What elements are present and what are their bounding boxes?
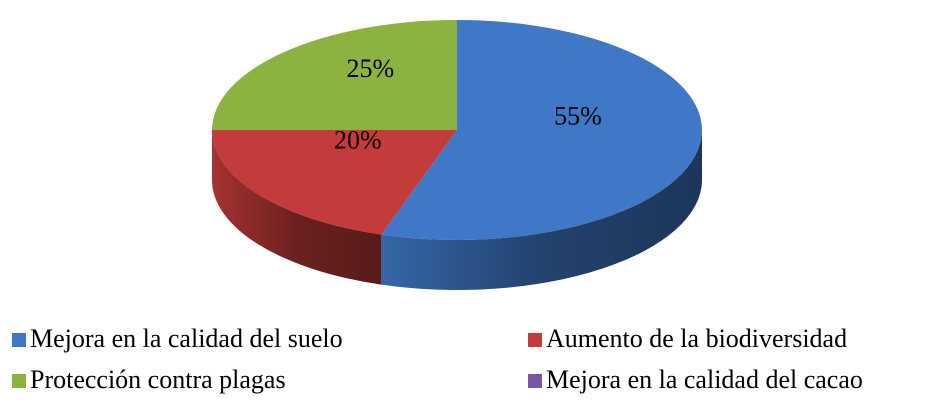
data-label: 25%: [347, 54, 395, 83]
legend-label: Mejora en la calidad del suelo: [30, 324, 343, 353]
slice-side-shade: [381, 130, 702, 290]
slice-side-shade: [212, 130, 382, 285]
legend-swatch: [528, 333, 542, 347]
data-label: 55%: [554, 102, 602, 131]
slice: [212, 20, 457, 130]
slice: [381, 19, 703, 241]
legend-swatch: [12, 333, 26, 347]
legend-label: Protección contra plagas: [30, 365, 286, 394]
data-label: 20%: [334, 125, 382, 154]
legend-label: Mejora en la calidad del cacao: [546, 365, 863, 394]
legend-swatch: [12, 374, 26, 388]
legend-swatch: [528, 374, 542, 388]
slice: [212, 130, 457, 235]
legend-label: Aumento de la biodiversidad: [546, 324, 847, 353]
